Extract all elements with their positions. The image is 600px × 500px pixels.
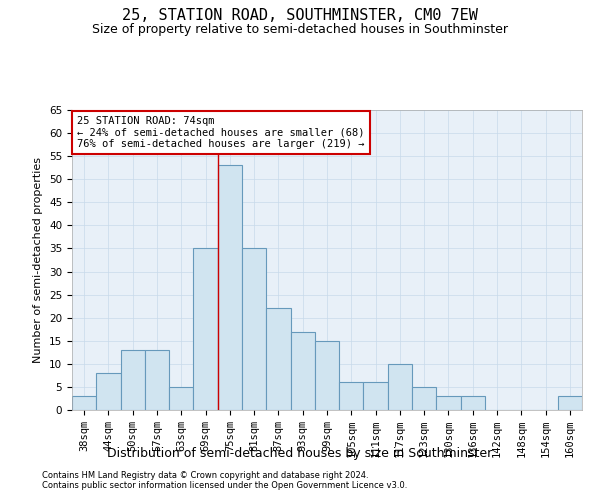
Bar	[145, 350, 169, 410]
Bar	[121, 350, 145, 410]
Bar	[290, 332, 315, 410]
Bar	[558, 396, 582, 410]
Bar	[339, 382, 364, 410]
Bar	[96, 373, 121, 410]
Text: Contains HM Land Registry data © Crown copyright and database right 2024.: Contains HM Land Registry data © Crown c…	[42, 471, 368, 480]
Bar	[436, 396, 461, 410]
Text: Distribution of semi-detached houses by size in Southminster: Distribution of semi-detached houses by …	[107, 448, 493, 460]
Text: 25, STATION ROAD, SOUTHMINSTER, CM0 7EW: 25, STATION ROAD, SOUTHMINSTER, CM0 7EW	[122, 8, 478, 22]
Y-axis label: Number of semi-detached properties: Number of semi-detached properties	[34, 157, 43, 363]
Bar	[242, 248, 266, 410]
Bar	[412, 387, 436, 410]
Text: Size of property relative to semi-detached houses in Southminster: Size of property relative to semi-detach…	[92, 22, 508, 36]
Bar	[169, 387, 193, 410]
Bar	[461, 396, 485, 410]
Bar	[218, 166, 242, 410]
Bar	[72, 396, 96, 410]
Bar	[388, 364, 412, 410]
Text: Contains public sector information licensed under the Open Government Licence v3: Contains public sector information licen…	[42, 481, 407, 490]
Text: 25 STATION ROAD: 74sqm
← 24% of semi-detached houses are smaller (68)
76% of sem: 25 STATION ROAD: 74sqm ← 24% of semi-det…	[77, 116, 365, 149]
Bar	[364, 382, 388, 410]
Bar	[193, 248, 218, 410]
Bar	[266, 308, 290, 410]
Bar	[315, 341, 339, 410]
